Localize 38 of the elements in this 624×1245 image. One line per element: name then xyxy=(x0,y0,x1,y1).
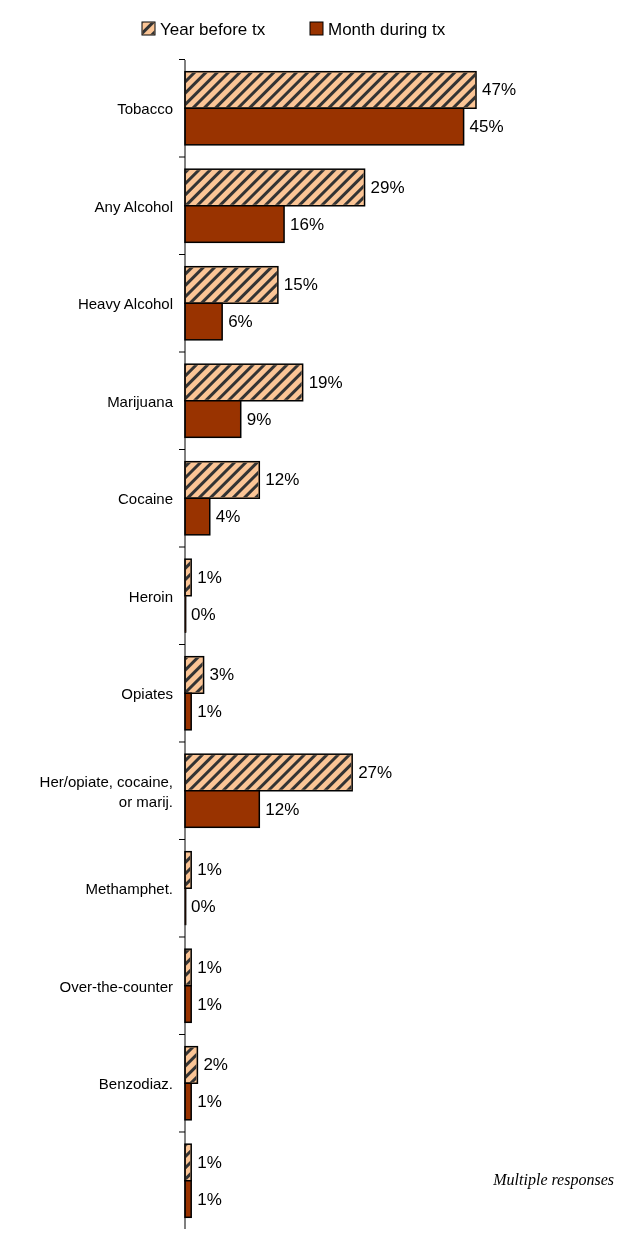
data-label: 6% xyxy=(228,312,253,332)
data-label: 27% xyxy=(358,762,393,782)
data-label: 12% xyxy=(265,799,300,819)
y-tick-label: Marijuana xyxy=(107,392,174,410)
data-label: 4% xyxy=(215,507,241,527)
y-tick-label: Cocaine xyxy=(117,489,173,507)
y-tick-label: Methamphet. xyxy=(85,879,173,897)
data-label: 45% xyxy=(469,117,504,137)
data-label: 9% xyxy=(246,409,272,429)
data-label: 12% xyxy=(265,470,300,490)
data-label: 1% xyxy=(197,1152,222,1172)
y-tick-label: Opiates xyxy=(121,684,173,702)
data-label: 0% xyxy=(191,604,216,624)
y-tick-label: Heroin xyxy=(128,587,173,605)
data-label: 3% xyxy=(209,665,235,685)
data-label: 1% xyxy=(197,1189,222,1209)
data-label: 2% xyxy=(203,1055,228,1075)
data-label: 1% xyxy=(197,994,222,1014)
y-tick-label: Any Alcohol xyxy=(94,197,173,215)
data-label: 15% xyxy=(283,275,318,295)
data-label: 1% xyxy=(197,957,222,977)
data-label: 19% xyxy=(308,372,343,392)
data-label: 0% xyxy=(191,897,216,917)
legend-label: Month during tx xyxy=(328,19,446,39)
data-label: 1% xyxy=(197,702,222,722)
data-label: 1% xyxy=(197,1092,222,1112)
y-tick-label: Heavy Alcohol xyxy=(77,294,173,312)
data-label: 16% xyxy=(290,214,325,234)
legend-label: Year before tx xyxy=(160,19,266,39)
text: Multiple responses xyxy=(492,1171,614,1189)
data-label: 29% xyxy=(370,177,405,197)
y-tick-label: Over-the-counter xyxy=(59,977,173,995)
y-tick-label: Tobacco xyxy=(117,99,173,117)
y-tick-label: Benzodiaz. xyxy=(98,1074,173,1092)
data-label: 1% xyxy=(197,860,222,880)
data-label: 47% xyxy=(482,80,517,100)
y-tick-label: Her/opiate, cocaine, or marij. xyxy=(39,772,173,810)
data-label: 1% xyxy=(197,567,222,587)
